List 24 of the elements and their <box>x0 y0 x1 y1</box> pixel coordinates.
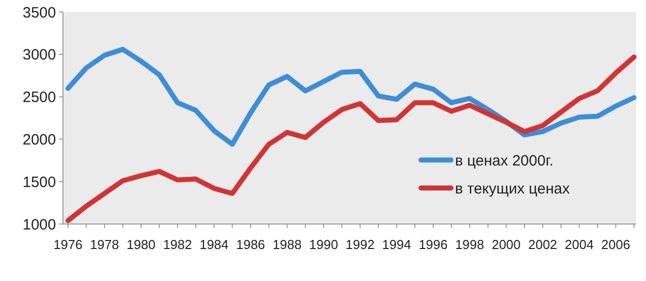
x-tick-label: 1976 <box>54 237 82 252</box>
x-tick-label: 2000 <box>492 237 521 252</box>
x-tick-label: 1992 <box>346 237 375 252</box>
x-tick-label: 1998 <box>455 237 484 252</box>
x-tick-label: 1994 <box>382 237 412 252</box>
legend-label: в ценах 2000г. <box>455 152 554 170</box>
x-tick-label: 2006 <box>601 237 630 252</box>
y-tick-label: 3000 <box>22 46 56 64</box>
x-tick-label: 2002 <box>528 237 558 252</box>
x-tick-label: 2004 <box>564 237 594 252</box>
x-tick-label: 1990 <box>309 237 338 252</box>
x-tick-label: 1984 <box>200 237 229 252</box>
y-tick-label: 1500 <box>22 174 56 191</box>
x-tick-label: 1988 <box>272 237 302 252</box>
x-tick-label: 1996 <box>418 237 448 252</box>
y-tick-label: 3500 <box>22 4 56 22</box>
x-tick-label: 1982 <box>163 237 192 252</box>
legend-label: в текущих ценах <box>455 180 570 198</box>
x-tick-label: 1986 <box>236 237 266 252</box>
y-tick-label: 2000 <box>22 131 56 148</box>
y-tick-label: 1000 <box>22 216 56 234</box>
x-tick-label: 1980 <box>126 237 156 252</box>
y-tick-label: 2500 <box>22 89 56 106</box>
x-tick-label: 1978 <box>90 237 119 252</box>
